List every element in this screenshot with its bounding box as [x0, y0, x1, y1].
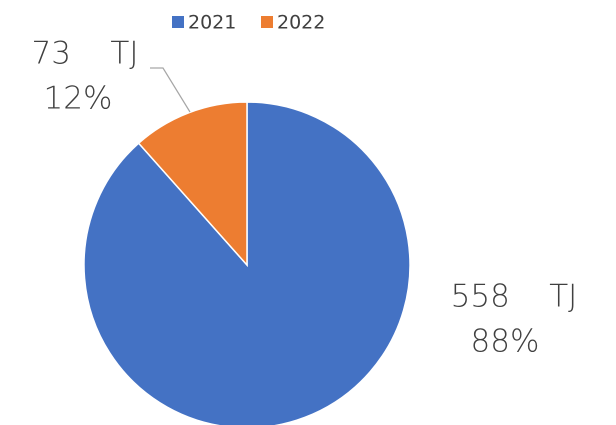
pie-slice [137, 101, 248, 267]
value-label: 73 TJ [32, 36, 139, 72]
value-label: 558 TJ [451, 279, 578, 315]
pie-slice [83, 101, 411, 425]
percentage-label: 88% [471, 324, 540, 360]
percentage-label: 12% [44, 81, 113, 117]
legend-swatch [172, 16, 184, 28]
legend-label: 2022 [277, 12, 325, 34]
legend-label: 2021 [188, 12, 236, 34]
leader-line [150, 67, 191, 113]
legend-swatch [261, 16, 273, 28]
